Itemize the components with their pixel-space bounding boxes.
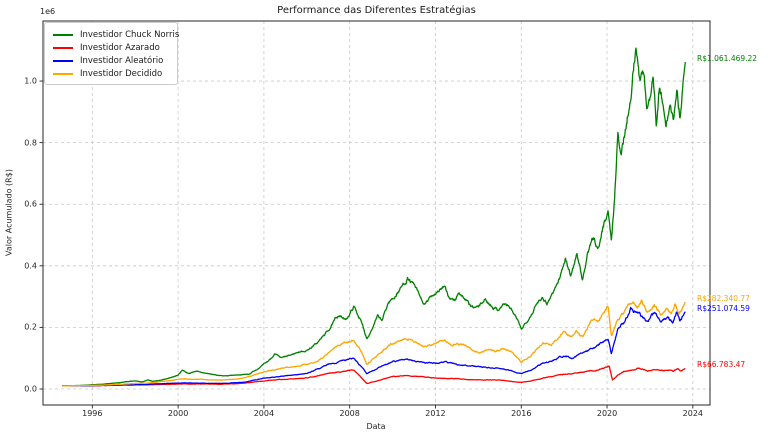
x-tick-label: 2008 bbox=[339, 409, 360, 418]
series-line-3 bbox=[62, 299, 686, 387]
chart-title: Performance das Diferentes Estratégias bbox=[277, 5, 476, 16]
legend-line-swatch-green bbox=[53, 33, 73, 36]
legend-item-azarado: Investidor Azarado bbox=[45, 41, 177, 54]
y-tick-label: 0.8 bbox=[24, 138, 37, 148]
y-tick-label: 0.0 bbox=[24, 384, 37, 394]
series-line-1 bbox=[62, 365, 686, 387]
legend-label: Investidor Azarado bbox=[80, 42, 160, 53]
y-axis-offset-label: 1e6 bbox=[40, 7, 56, 16]
y-tick-label: 1.0 bbox=[24, 76, 37, 86]
legend-label: Investidor Chuck Norris bbox=[80, 29, 180, 40]
legend-item-chuck-norris: Investidor Chuck Norris bbox=[45, 28, 180, 41]
legend-item-aleatorio: Investidor Aleatório bbox=[45, 54, 177, 67]
x-axis-label: Data bbox=[366, 422, 386, 431]
final-value-annotation-3: R$282.340.77 bbox=[697, 294, 750, 304]
y-tick-label: 0.2 bbox=[24, 322, 37, 332]
x-tick-label: 2004 bbox=[253, 409, 275, 418]
final-value-annotation-1: R$66.783.47 bbox=[697, 360, 746, 370]
x-tick-label: 2012 bbox=[425, 409, 446, 418]
x-tick-label: 2016 bbox=[511, 409, 532, 418]
y-tick-label: 0.4 bbox=[24, 261, 37, 271]
x-tick-label: 2000 bbox=[167, 409, 189, 418]
legend-line-swatch-orange bbox=[53, 72, 73, 75]
legend-label: Investidor Decidido bbox=[80, 68, 163, 79]
x-tick-label: 1996 bbox=[82, 409, 103, 418]
final-value-annotation-2: R$251.074.59 bbox=[697, 303, 750, 313]
axes-spines bbox=[42, 20, 711, 406]
final-value-annotation-0: R$1.061.469.22 bbox=[697, 54, 758, 64]
series-line-0 bbox=[62, 47, 686, 387]
series-line-2 bbox=[62, 306, 686, 387]
legend-item-decidido: Investidor Decidido bbox=[45, 67, 177, 80]
legend-line-swatch-red bbox=[53, 46, 73, 49]
legend: Investidor Chuck Norris Investidor Azara… bbox=[44, 22, 180, 85]
x-tick-label: 2020 bbox=[596, 409, 618, 418]
x-tick-label: 2024 bbox=[682, 409, 703, 418]
legend-line-swatch-blue bbox=[53, 59, 73, 62]
y-tick-label: 0.6 bbox=[24, 199, 37, 209]
legend-label: Investidor Aleatório bbox=[80, 55, 164, 66]
